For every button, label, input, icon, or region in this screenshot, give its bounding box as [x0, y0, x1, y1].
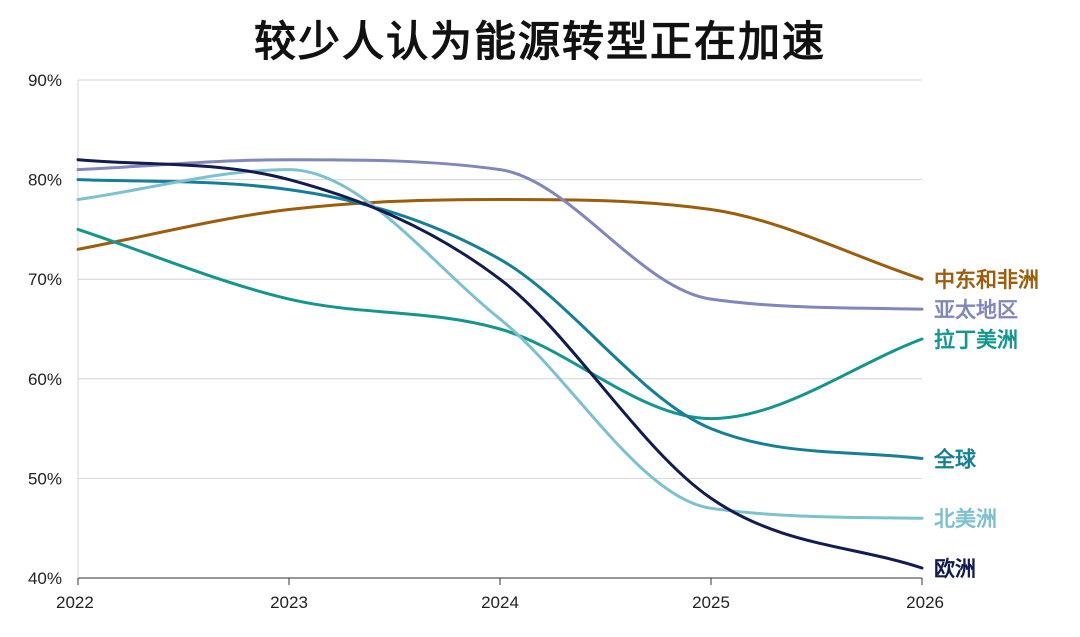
y-tick-label: 90%: [28, 71, 62, 90]
x-tick-label: 2025: [692, 593, 730, 612]
series-label: 北美洲: [934, 507, 997, 531]
y-tick-label: 50%: [28, 469, 62, 488]
y-tick-label: 60%: [28, 370, 62, 389]
x-tick-label: 2022: [56, 593, 94, 612]
series-label: 中东和非洲: [934, 268, 1039, 292]
series-lines: [76, 158, 924, 570]
series-label: 欧洲: [934, 557, 976, 581]
series-line-2: [76, 227, 924, 421]
series-line-4: [76, 168, 924, 520]
series-line-5: [76, 158, 924, 570]
series-label: 拉丁美洲: [934, 328, 1018, 352]
series-line-0: [76, 198, 924, 281]
series-label: 全球: [933, 447, 977, 471]
y-axis-ticks: 40% 50% 60% 70% 80% 90%: [28, 71, 62, 588]
series-line-3: [76, 178, 924, 460]
x-tick-label: 2023: [270, 593, 308, 612]
x-tick-label: 2026: [906, 593, 944, 612]
x-axis-ticks: 2022 2023 2024 2025 2026: [56, 578, 944, 612]
y-tick-label: 70%: [28, 270, 62, 289]
y-tick-label: 40%: [28, 569, 62, 588]
x-tick-label: 2024: [481, 593, 519, 612]
y-tick-label: 80%: [28, 171, 62, 190]
series-label: 亚太地区: [934, 298, 1018, 322]
series-line-1: [76, 158, 924, 311]
chart-title: 较少人认为能源转型正在加速: [253, 17, 826, 66]
